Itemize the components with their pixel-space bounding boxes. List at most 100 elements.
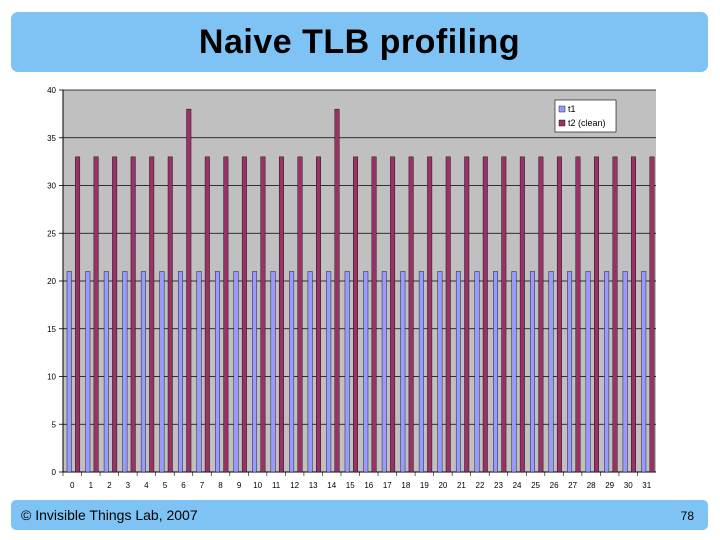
y-tick-label: 35 <box>47 134 56 143</box>
bar-t1 <box>363 271 369 473</box>
x-tick-label: 4 <box>144 481 149 490</box>
bar-t1 <box>381 271 387 473</box>
bar-t1 <box>548 271 554 473</box>
x-tick-label: 30 <box>624 481 633 490</box>
bar-t2 <box>408 156 414 473</box>
x-tick-label: 13 <box>309 481 318 490</box>
bar-t1 <box>530 271 535 473</box>
bar-t1 <box>196 271 202 473</box>
bar-t2 <box>519 156 525 473</box>
bar-t2 <box>482 156 488 473</box>
bar-t1 <box>474 271 480 473</box>
bar-t2 <box>445 156 451 473</box>
bar-t2 <box>371 156 377 473</box>
bar-t1 <box>326 271 332 473</box>
bar-t2 <box>464 156 470 473</box>
bar-t2 <box>112 156 118 473</box>
x-tick-label: 19 <box>420 481 429 490</box>
x-tick-label: 21 <box>457 481 466 490</box>
bar-t1 <box>585 271 591 473</box>
bar-t2 <box>260 156 266 473</box>
x-tick-label: 10 <box>253 481 262 490</box>
bar-t1 <box>85 271 91 473</box>
bar-t2 <box>427 156 433 473</box>
bar-t2 <box>149 156 155 473</box>
slide-title: Naive TLB profiling <box>198 22 521 61</box>
x-tick-label: 12 <box>290 481 299 490</box>
y-tick-label: 30 <box>47 182 56 191</box>
bar-t1 <box>493 271 498 473</box>
bar-t2 <box>631 156 636 473</box>
bar-t2 <box>241 156 247 473</box>
x-tick-label: 0 <box>70 481 75 490</box>
bar-t1 <box>66 271 72 473</box>
x-tick-label: 23 <box>494 481 503 490</box>
bar-t1 <box>567 271 573 473</box>
x-tick-label: 14 <box>327 481 336 490</box>
bar-t1 <box>418 271 424 473</box>
x-tick-label: 18 <box>401 481 410 490</box>
bar-t2 <box>186 108 192 473</box>
x-tick-label: 5 <box>163 481 168 490</box>
x-tick-label: 27 <box>568 481 577 490</box>
bar-t2 <box>75 156 81 473</box>
x-tick-label: 20 <box>438 481 447 490</box>
bar-t2 <box>612 156 618 473</box>
x-tick-label: 16 <box>364 481 373 490</box>
y-tick-label: 5 <box>52 420 57 429</box>
legend-swatch <box>558 119 566 127</box>
bar-t1 <box>400 271 406 473</box>
x-tick-label: 24 <box>513 481 522 490</box>
bar-t2 <box>501 156 507 473</box>
x-tick-label: 31 <box>642 481 651 490</box>
bar-t1 <box>307 271 313 473</box>
bar-t1 <box>215 271 220 473</box>
x-tick-label: 25 <box>531 481 540 490</box>
bar-t1 <box>437 271 443 473</box>
bar-t1 <box>233 271 239 473</box>
bar-t1 <box>641 271 647 473</box>
legend-label: t1 <box>568 104 576 114</box>
bar-t1 <box>455 271 461 473</box>
bar-t1 <box>289 271 295 473</box>
x-tick-label: 29 <box>605 481 614 490</box>
bar-t2 <box>538 156 544 473</box>
bar-t2 <box>390 156 396 473</box>
footer-bar: © Invisible Things Lab, 2007 78 <box>11 500 708 530</box>
bar-t2 <box>93 156 99 473</box>
y-tick-label: 15 <box>47 325 56 334</box>
bar-t1 <box>252 271 258 473</box>
y-tick-label: 0 <box>52 468 57 477</box>
x-tick-label: 26 <box>550 481 559 490</box>
bar-t2 <box>130 156 136 473</box>
bar-t2 <box>594 156 599 473</box>
x-tick-label: 28 <box>587 481 596 490</box>
bar-t2 <box>353 156 359 473</box>
bar-t1 <box>622 271 628 473</box>
bar-t2 <box>316 156 321 473</box>
bar-t2 <box>649 156 655 473</box>
bar-t2 <box>334 108 340 473</box>
bar-t2 <box>297 156 303 473</box>
y-tick-label: 10 <box>47 373 56 382</box>
x-tick-label: 6 <box>181 481 186 490</box>
title-bar: Naive TLB profiling <box>11 12 708 72</box>
bar-t2 <box>575 156 581 473</box>
bar-t1 <box>140 271 146 473</box>
bar-t1 <box>103 271 109 473</box>
bar-t1 <box>511 271 517 473</box>
x-tick-label: 7 <box>200 481 205 490</box>
x-tick-label: 22 <box>476 481 485 490</box>
x-tick-label: 11 <box>272 481 281 490</box>
copyright-text: © Invisible Things Lab, 2007 <box>21 507 198 523</box>
bar-t2 <box>204 156 210 473</box>
x-tick-label: 17 <box>383 481 392 490</box>
bar-t1 <box>604 271 610 473</box>
bar-t2 <box>223 156 229 473</box>
x-tick-label: 3 <box>126 481 131 490</box>
bar-t1 <box>270 271 276 473</box>
x-tick-label: 15 <box>346 481 355 490</box>
bar-t1 <box>122 271 128 473</box>
legend-box <box>554 99 617 133</box>
x-tick-label: 8 <box>218 481 223 490</box>
